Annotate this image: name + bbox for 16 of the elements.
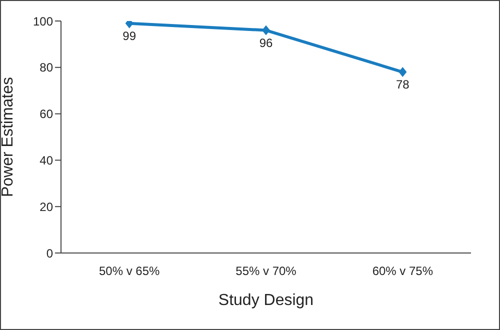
data-label: 96 [259,36,273,50]
y-tick-label: 60 [40,107,54,122]
x-tick-label: 50% v 65% [98,264,160,278]
point [262,25,270,36]
y-tick-label: 40 [40,153,54,168]
point [398,67,407,78]
data-label: 78 [396,78,410,92]
y-axis-title: Power Estimates [0,76,17,198]
x-axis-title: Study Design [218,292,314,309]
data-label: 99 [122,28,136,43]
y-tick-label: 20 [40,200,54,214]
x-tick-label: 60% v 75% [372,264,434,278]
y-tick-label: 100 [32,14,54,28]
x-tick-label: 55% v 70% [236,264,297,278]
y-tick-label: 0 [46,246,54,260]
y-tick-label: 80 [40,60,54,75]
